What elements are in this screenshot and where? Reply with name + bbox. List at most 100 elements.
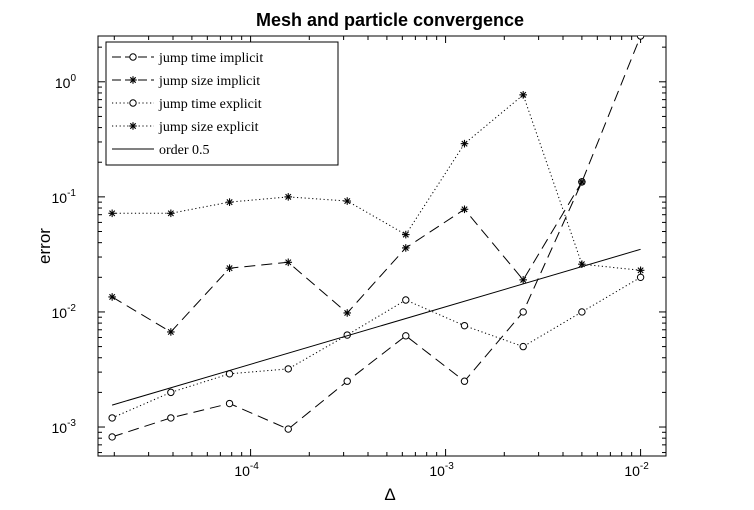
data-point-jump-size-implicit-stroke xyxy=(402,244,409,252)
data-point-jump-size-implicit-stroke xyxy=(285,259,292,266)
y-tick-label: 10-3 xyxy=(52,418,77,436)
data-point-jump-size-explicit xyxy=(636,266,645,275)
y-tick-label-exp: -2 xyxy=(67,303,76,314)
data-point-jump-time-implicit xyxy=(284,425,292,433)
y-tick-label-base: 10 xyxy=(52,190,68,206)
data-point-jump-size-explicit xyxy=(108,209,116,218)
data-point-jump-size-explicit-stroke xyxy=(402,231,409,238)
data-point-jump-size-explicit-stroke xyxy=(109,210,116,217)
data-point-jump-time-implicit xyxy=(460,377,469,385)
data-point-jump-size-implicit xyxy=(108,293,116,301)
data-point-jump-size-implicit xyxy=(343,309,352,317)
x-tick-label-exp: -4 xyxy=(250,461,259,472)
chart-title: Mesh and particle convergence xyxy=(256,10,524,30)
x-tick-label-exp: -2 xyxy=(640,461,649,472)
data-point-jump-size-implicit-stroke xyxy=(167,328,174,336)
data-point-jump-time-explicit xyxy=(578,308,586,316)
data-point-jump-size-implicit-stroke xyxy=(520,276,527,283)
data-point-jump-size-implicit xyxy=(225,264,234,272)
y-tick-label: 100 xyxy=(55,73,77,91)
data-point-jump-time-explicit xyxy=(284,365,292,373)
data-point-jump-size-implicit xyxy=(460,205,469,214)
data-point-jump-size-implicit xyxy=(578,178,586,186)
data-point-jump-time-explicit xyxy=(167,388,175,397)
x-tick-label-exp: -3 xyxy=(445,461,454,472)
data-point-jump-time-implicit xyxy=(108,433,116,441)
data-point-jump-size-implicit xyxy=(284,258,293,267)
legend-marker-jump-size-implicit-stroke xyxy=(129,76,137,84)
legend-label-jump-size-implicit: jump size implicit xyxy=(158,74,260,89)
legend-label-jump-time-implicit: jump time implicit xyxy=(158,51,263,66)
data-point-jump-size-implicit-stroke xyxy=(226,265,233,272)
legend-marker-jump-size-explicit-stroke xyxy=(129,122,137,130)
data-point-jump-size-implicit-stroke xyxy=(109,293,116,301)
series-line-jump-time-implicit xyxy=(111,36,642,438)
data-point-jump-size-implicit-stroke xyxy=(344,309,351,317)
data-point-jump-time-implicit xyxy=(519,308,527,316)
y-tick-label: 10-2 xyxy=(52,303,77,321)
legend-label-jump-size-explicit: jump size explicit xyxy=(158,120,259,135)
data-point-jump-size-explicit xyxy=(401,230,410,239)
data-point-jump-time-explicit xyxy=(519,342,527,351)
x-tick-label: 10-4 xyxy=(234,461,259,479)
series-line-jump-size-explicit xyxy=(112,94,641,271)
legend-label-jump-time-explicit: jump time explicit xyxy=(158,97,262,112)
data-point-jump-size-explicit xyxy=(460,139,469,148)
series-layer xyxy=(108,36,645,441)
data-point-jump-time-explicit xyxy=(460,321,469,330)
y-tick-label-exp: -3 xyxy=(67,418,76,429)
x-tick-label-base: 10 xyxy=(429,463,445,479)
data-point-jump-size-explicit xyxy=(225,198,234,206)
series-line-order-0-5 xyxy=(111,248,641,406)
data-point-jump-time-explicit xyxy=(402,296,410,304)
x-tick-label: 10-2 xyxy=(624,461,649,479)
data-point-jump-size-explicit-stroke xyxy=(344,197,351,205)
data-point-jump-size-explicit xyxy=(343,197,352,205)
data-point-jump-size-explicit-stroke xyxy=(520,91,527,98)
data-point-jump-size-explicit-stroke xyxy=(167,210,174,217)
data-point-jump-size-explicit-stroke xyxy=(285,193,292,200)
y-tick-label-base: 10 xyxy=(52,420,68,436)
legend-box xyxy=(105,41,339,166)
data-point-jump-size-implicit-stroke xyxy=(578,178,585,185)
data-point-jump-size-explicit xyxy=(519,91,527,99)
y-tick-label-base: 10 xyxy=(55,75,71,91)
data-point-jump-time-implicit xyxy=(225,399,234,408)
data-point-jump-size-explicit-stroke xyxy=(226,199,233,206)
data-point-jump-size-implicit xyxy=(167,328,175,336)
legend-label-order-0-5: order 0.5 xyxy=(159,143,210,158)
legend-marker-jump-size-explicit xyxy=(129,122,137,130)
y-tick-label-exp: 0 xyxy=(70,73,76,84)
data-point-jump-size-explicit xyxy=(167,209,175,218)
data-point-jump-time-implicit xyxy=(343,377,351,385)
data-point-jump-time-implicit xyxy=(636,36,645,40)
y-tick-label-exp: -1 xyxy=(67,188,76,199)
x-tick-label-base: 10 xyxy=(624,463,640,479)
x-tick-label-base: 10 xyxy=(234,463,250,479)
data-point-jump-size-implicit xyxy=(401,244,410,252)
data-point-jump-time-implicit xyxy=(402,332,410,340)
data-point-jump-size-explicit-stroke xyxy=(637,267,644,274)
y-tick-label-base: 10 xyxy=(52,305,68,321)
legend: jump time implicit jump size implicit jump… xyxy=(105,41,339,166)
x-axis-label: Δ xyxy=(384,485,395,504)
legend-marker-jump-time-explicit xyxy=(129,99,137,107)
y-axis-label: error xyxy=(35,228,54,264)
legend-marker-jump-time-implicit xyxy=(129,53,137,61)
data-point-jump-size-explicit xyxy=(284,193,293,201)
data-point-jump-time-explicit xyxy=(636,273,645,282)
data-point-jump-time-explicit xyxy=(108,414,116,422)
y-tick-label: 10-1 xyxy=(52,188,77,206)
plot-clip-group xyxy=(108,36,645,441)
plot-area-frame xyxy=(97,35,667,457)
x-tick-label: 10-3 xyxy=(429,461,454,479)
data-point-jump-time-implicit xyxy=(167,414,175,422)
data-point-jump-size-explicit-stroke xyxy=(461,140,468,147)
series-line-jump-time-explicit xyxy=(111,276,641,419)
data-point-jump-size-implicit-stroke xyxy=(461,206,468,213)
data-point-jump-size-explicit-stroke xyxy=(578,261,585,268)
legend-marker-jump-size-implicit xyxy=(129,76,137,84)
data-point-jump-size-implicit xyxy=(519,276,527,284)
